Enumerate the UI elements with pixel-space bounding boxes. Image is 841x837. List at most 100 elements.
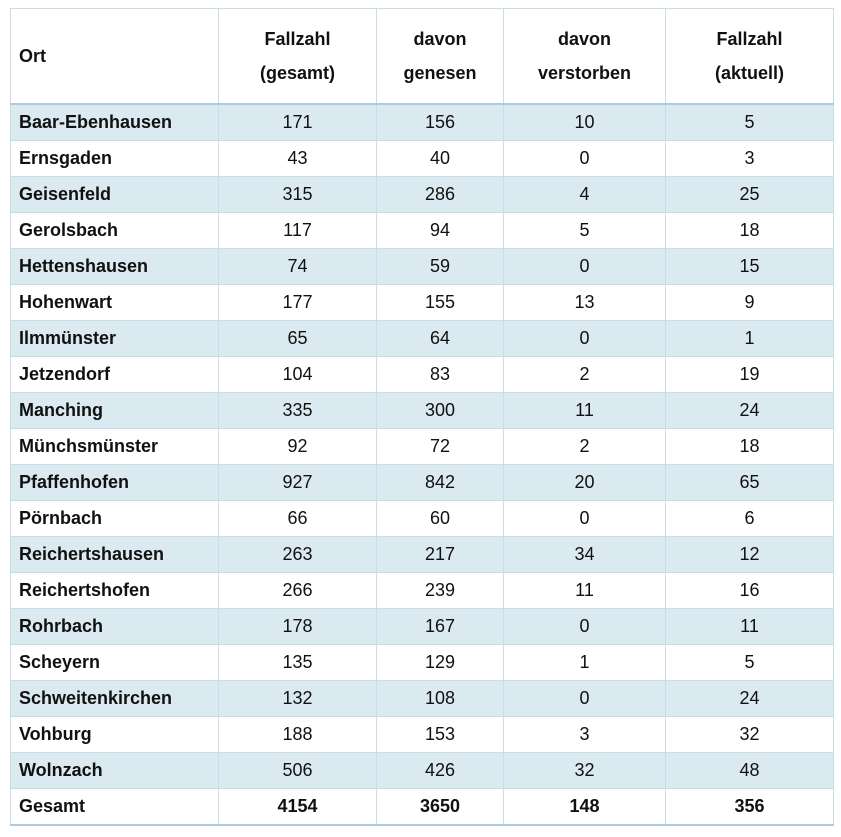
place-name: Wolnzach — [10, 752, 219, 789]
count-cell: 263 — [218, 536, 377, 573]
place-name: Scheyern — [10, 644, 219, 681]
count-cell: 842 — [376, 464, 504, 501]
count-cell: 10 — [503, 104, 666, 141]
place-name: Jetzendorf — [10, 356, 219, 393]
table-row: Gerolsbach 117 94 5 18 — [10, 212, 834, 249]
place-name: Pörnbach — [10, 500, 219, 537]
table-row: Reichertshofen 266 239 11 16 — [10, 572, 834, 609]
place-name: Reichertshausen — [10, 536, 219, 573]
table-row: Münchsmünster 92 72 2 18 — [10, 428, 834, 465]
count-cell: 25 — [665, 176, 834, 213]
total-cell: 3650 — [376, 788, 504, 826]
count-cell: 506 — [218, 752, 377, 789]
count-cell: 104 — [218, 356, 377, 393]
place-name: Rohrbach — [10, 608, 219, 645]
total-cell: 356 — [665, 788, 834, 826]
count-cell: 94 — [376, 212, 504, 249]
count-cell: 132 — [218, 680, 377, 717]
count-cell: 11 — [503, 392, 666, 429]
count-cell: 64 — [376, 320, 504, 357]
count-cell: 9 — [665, 284, 834, 321]
count-cell: 335 — [218, 392, 377, 429]
table-row: Geisenfeld 315 286 4 25 — [10, 176, 834, 213]
count-cell: 4 — [503, 176, 666, 213]
count-cell: 155 — [376, 284, 504, 321]
place-name: Ilmmünster — [10, 320, 219, 357]
count-cell: 315 — [218, 176, 377, 213]
count-cell: 167 — [376, 608, 504, 645]
count-cell: 927 — [218, 464, 377, 501]
count-cell: 48 — [665, 752, 834, 789]
count-cell: 65 — [218, 320, 377, 357]
count-cell: 300 — [376, 392, 504, 429]
count-cell: 286 — [376, 176, 504, 213]
count-cell: 117 — [218, 212, 377, 249]
count-cell: 135 — [218, 644, 377, 681]
count-cell: 2 — [503, 356, 666, 393]
table-row: Rohrbach 178 167 0 11 — [10, 608, 834, 645]
count-cell: 83 — [376, 356, 504, 393]
column-header: Fallzahl (gesamt) — [218, 8, 377, 105]
count-cell: 177 — [218, 284, 377, 321]
count-cell: 0 — [503, 248, 666, 285]
count-cell: 13 — [503, 284, 666, 321]
table-row: Manching 335 300 11 24 — [10, 392, 834, 429]
column-header: Ort — [10, 8, 219, 105]
count-cell: 0 — [503, 500, 666, 537]
case-table: Ort Fallzahl (gesamt) davon genesen davon v… — [10, 8, 834, 826]
column-header: davon genesen — [376, 8, 504, 105]
count-cell: 0 — [503, 608, 666, 645]
place-name: Pfaffenhofen — [10, 464, 219, 501]
count-cell: 5 — [503, 212, 666, 249]
count-cell: 24 — [665, 392, 834, 429]
count-cell: 3 — [503, 716, 666, 753]
place-name: Baar-Ebenhausen — [10, 104, 219, 141]
count-cell: 0 — [503, 320, 666, 357]
table-row: Ilmmünster 65 64 0 1 — [10, 320, 834, 357]
table-row: Ernsgaden 43 40 0 3 — [10, 140, 834, 177]
table-row: Schweitenkirchen 132 108 0 24 — [10, 680, 834, 717]
count-cell: 32 — [503, 752, 666, 789]
count-cell: 1 — [503, 644, 666, 681]
place-name: Hohenwart — [10, 284, 219, 321]
count-cell: 188 — [218, 716, 377, 753]
count-cell: 16 — [665, 572, 834, 609]
table-row: Hohenwart 177 155 13 9 — [10, 284, 834, 321]
count-cell: 5 — [665, 104, 834, 141]
place-name: Ernsgaden — [10, 140, 219, 177]
count-cell: 15 — [665, 248, 834, 285]
place-name: Vohburg — [10, 716, 219, 753]
place-name: Geisenfeld — [10, 176, 219, 213]
table-row: Pfaffenhofen 927 842 20 65 — [10, 464, 834, 501]
table-row: Pörnbach 66 60 0 6 — [10, 500, 834, 537]
count-cell: 129 — [376, 644, 504, 681]
count-cell: 20 — [503, 464, 666, 501]
place-name: Gerolsbach — [10, 212, 219, 249]
count-cell: 108 — [376, 680, 504, 717]
place-name: Hettenshausen — [10, 248, 219, 285]
place-name: Schweitenkirchen — [10, 680, 219, 717]
count-cell: 2 — [503, 428, 666, 465]
column-header: davon verstorben — [503, 8, 666, 105]
place-name: Reichertshofen — [10, 572, 219, 609]
count-cell: 60 — [376, 500, 504, 537]
place-name: Münchsmünster — [10, 428, 219, 465]
table-row: Scheyern 135 129 1 5 — [10, 644, 834, 681]
count-cell: 19 — [665, 356, 834, 393]
count-cell: 18 — [665, 428, 834, 465]
count-cell: 43 — [218, 140, 377, 177]
count-cell: 92 — [218, 428, 377, 465]
count-cell: 171 — [218, 104, 377, 141]
count-cell: 66 — [218, 500, 377, 537]
total-row: Gesamt 4154 3650 148 356 — [10, 788, 834, 826]
count-cell: 6 — [665, 500, 834, 537]
total-label: Gesamt — [10, 788, 219, 826]
count-cell: 74 — [218, 248, 377, 285]
count-cell: 11 — [503, 572, 666, 609]
table-row: Vohburg 188 153 3 32 — [10, 716, 834, 753]
count-cell: 32 — [665, 716, 834, 753]
count-cell: 24 — [665, 680, 834, 717]
count-cell: 12 — [665, 536, 834, 573]
count-cell: 0 — [503, 680, 666, 717]
